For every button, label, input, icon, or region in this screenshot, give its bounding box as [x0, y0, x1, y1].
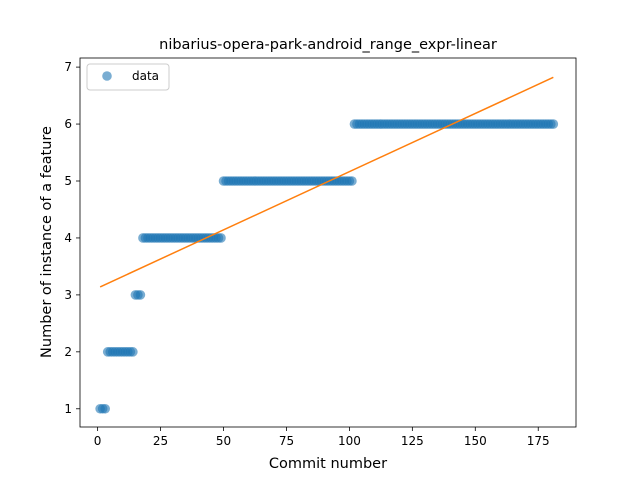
- x-tick-label: 50: [216, 434, 231, 448]
- chart-title: nibarius-opera-park-android_range_expr-l…: [159, 37, 497, 53]
- y-tick-label: 1: [64, 402, 72, 416]
- x-tick-label: 0: [94, 434, 102, 448]
- data-point: [347, 176, 357, 186]
- data-point: [128, 347, 138, 357]
- x-tick-label: 75: [279, 434, 294, 448]
- y-tick-label: 4: [64, 231, 72, 245]
- legend-box: [86, 63, 170, 91]
- y-tick-label: 6: [64, 117, 72, 131]
- data-point: [135, 290, 146, 300]
- data-point: [216, 233, 226, 243]
- legend: data: [86, 63, 170, 91]
- y-axis-label: Number of instance of a feature: [39, 126, 55, 358]
- axes-frame: [79, 57, 577, 428]
- legend-marker: [102, 71, 112, 81]
- data-point: [100, 403, 110, 414]
- y-tick-label: 2: [64, 345, 72, 359]
- x-tick-label: 150: [464, 434, 487, 448]
- x-axis-label: Commit number: [269, 456, 387, 472]
- y-tick-label: 3: [64, 288, 72, 302]
- x-tick-label: 25: [153, 434, 168, 448]
- x-tick-label: 100: [338, 434, 361, 448]
- y-tick-label: 7: [64, 60, 72, 74]
- y-tick-label: 5: [64, 174, 72, 188]
- x-tick-label: 125: [401, 434, 424, 448]
- fit-line: [99, 76, 554, 288]
- legend-label-data: data: [132, 69, 159, 83]
- data-point: [548, 119, 559, 129]
- plot-area: 0 25 50 75 100 125 150 175 1 2 3 4 5 6 7: [64, 57, 577, 448]
- x-tick-label: 175: [527, 434, 550, 448]
